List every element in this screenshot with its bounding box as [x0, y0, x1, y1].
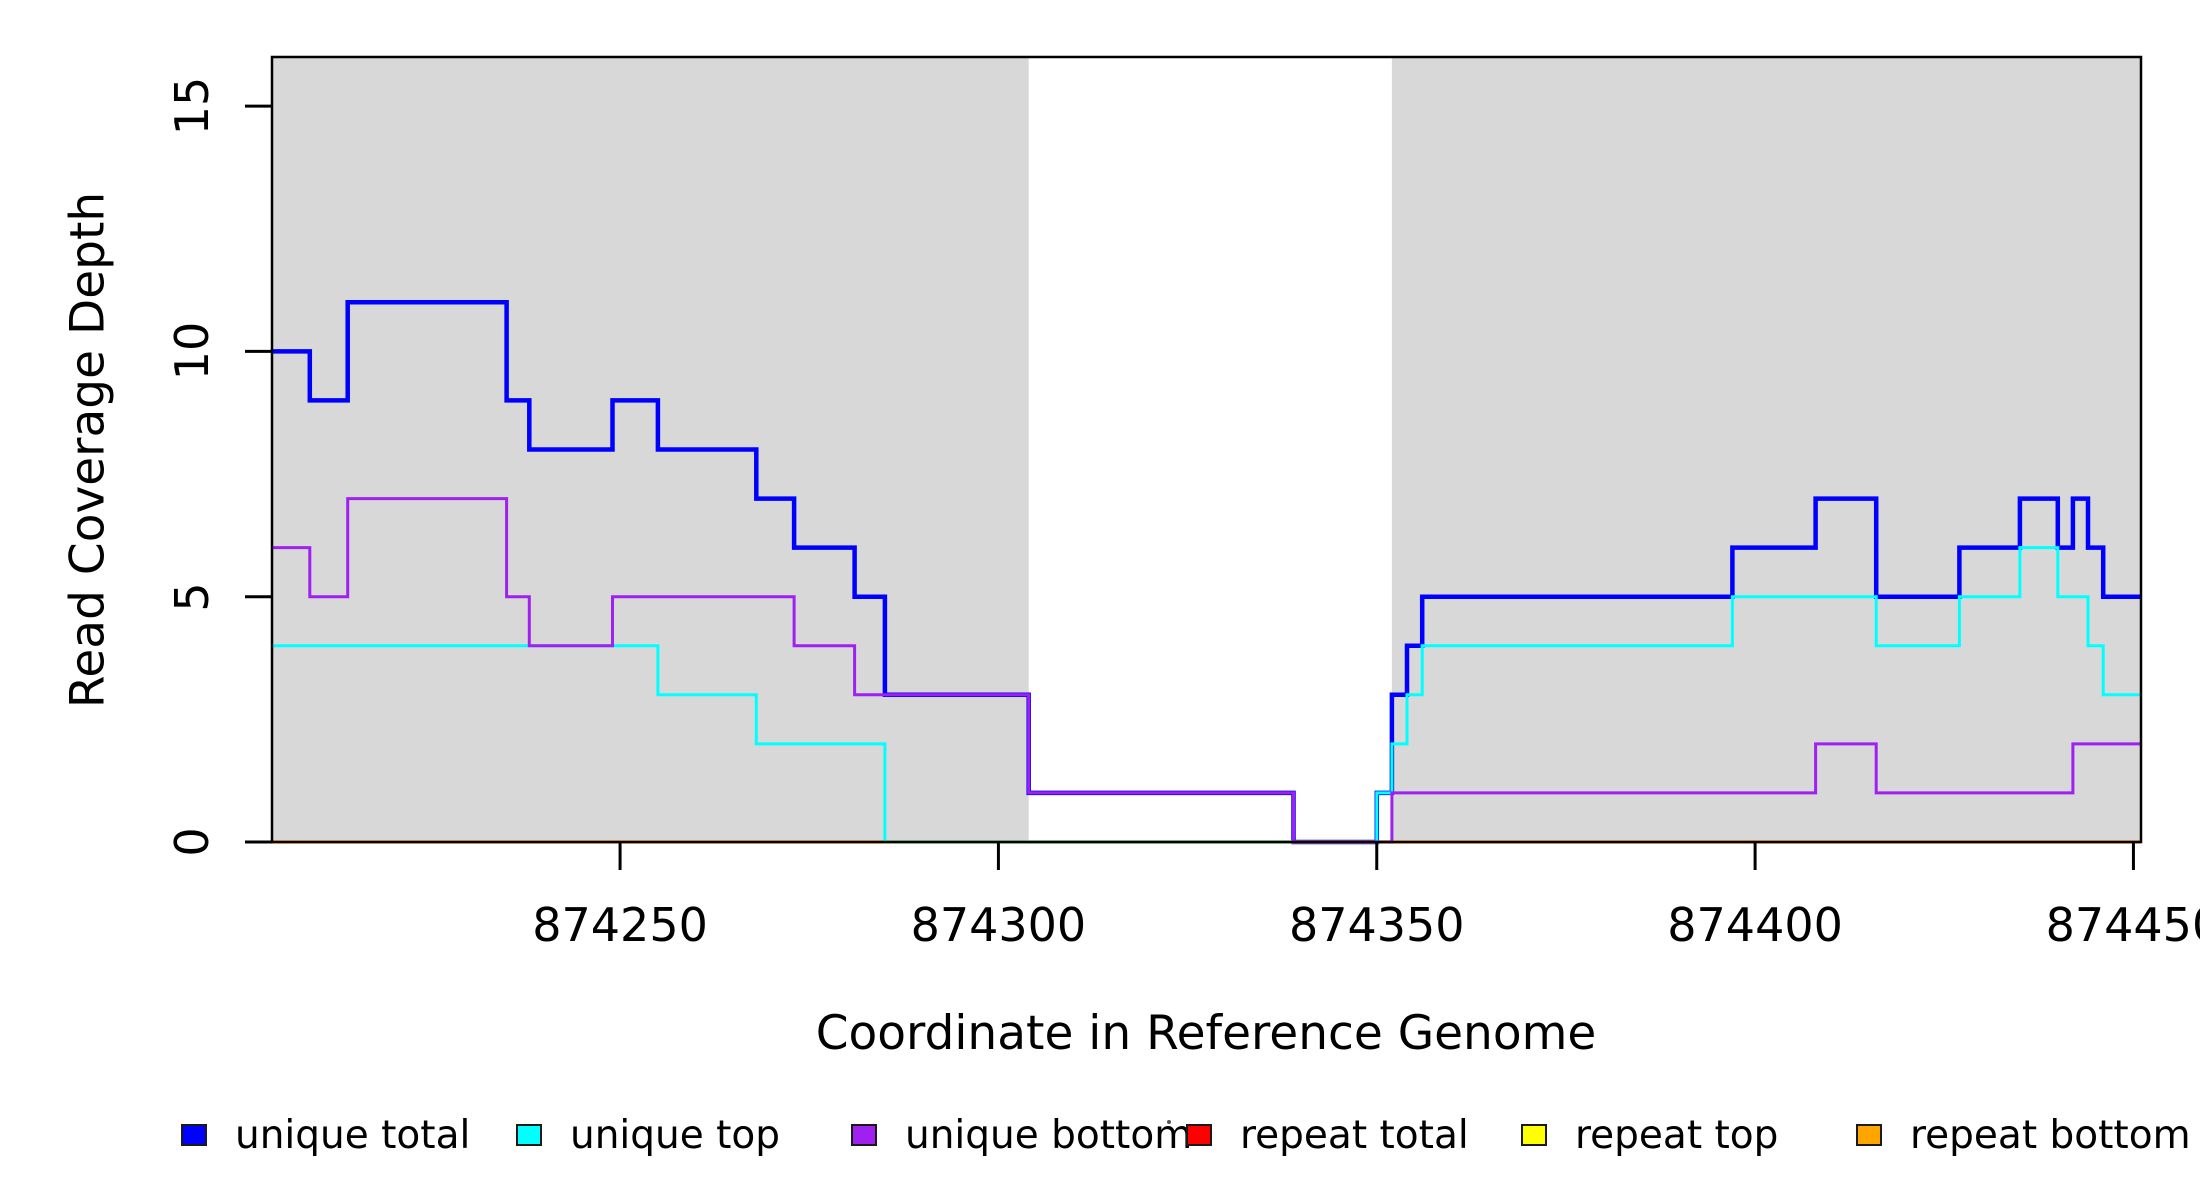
shaded-region-2: [1391, 57, 2141, 842]
x-axis-title: Coordinate in Reference Genome: [815, 1006, 1597, 1061]
legend-item-unique_total: unique total: [181, 1112, 470, 1158]
legend-item-repeat_total: repeat total: [1186, 1112, 1469, 1158]
series-line-unique_bottom: [272, 497, 2141, 844]
legend-label-unique_top: unique top: [570, 1112, 781, 1158]
speck-artifact: [1167, 1120, 1171, 1124]
x-tick-label-874250: 874250: [532, 898, 708, 952]
legend-swatch-unique_total: [181, 1124, 207, 1146]
legend-item-repeat_bottom: repeat bottom: [1856, 1112, 2191, 1158]
legend-item-unique_bottom: unique bottom: [851, 1112, 1192, 1158]
y-tick-label-0: 0: [165, 827, 219, 857]
legend-item-unique_top: unique top: [516, 1112, 780, 1158]
legend-swatch-repeat_top: [1521, 1124, 1547, 1146]
legend-label-unique_total: unique total: [235, 1112, 471, 1158]
legend-swatch-repeat_total: [1186, 1124, 1212, 1146]
legend-label-repeat_bottom: repeat bottom: [1910, 1112, 2191, 1158]
shaded-region-1: [272, 57, 1029, 842]
x-tick-label-874400: 874400: [1667, 898, 1843, 952]
legend-item-repeat_top: repeat top: [1521, 1112, 1778, 1158]
legend-label-unique_bottom: unique bottom: [905, 1112, 1193, 1158]
legend-label-repeat_total: repeat total: [1240, 1112, 1469, 1158]
plot-box-border: [270, 55, 2143, 844]
legend-swatch-unique_bottom: [851, 1124, 877, 1146]
y-tick-label-15: 15: [165, 76, 219, 136]
y-tick-label-10: 10: [165, 322, 219, 381]
y-axis-title: Read Coverage Depth: [60, 191, 116, 709]
x-tick-label-874350: 874350: [1288, 898, 1465, 952]
x-tick-label-874300: 874300: [910, 898, 1087, 952]
legend-swatch-unique_top: [516, 1124, 542, 1146]
legend-label-repeat_top: repeat top: [1575, 1112, 1779, 1158]
y-tick-label-5: 5: [165, 582, 219, 612]
series-line-unique_top: [272, 546, 2141, 844]
legend-swatch-repeat_bottom: [1856, 1124, 1882, 1146]
